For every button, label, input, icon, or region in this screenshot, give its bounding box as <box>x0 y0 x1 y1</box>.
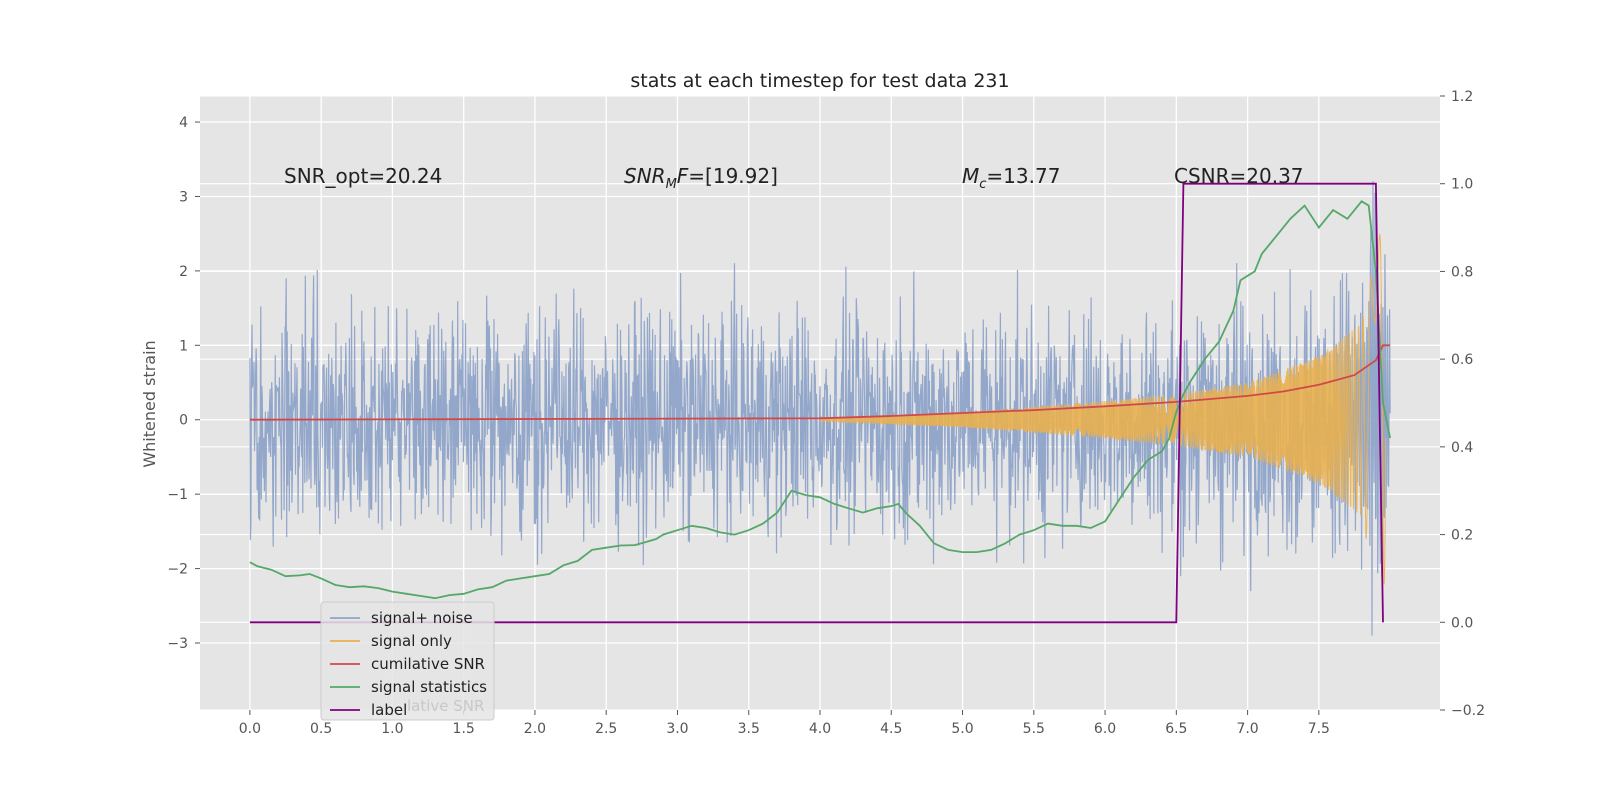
y-tick-label: 1 <box>179 338 188 354</box>
y2-tick-label: 0.8 <box>1451 264 1473 280</box>
chart-title: stats at each timestep for test data 231 <box>630 70 1009 92</box>
annotation-mc: Mc=13.77 <box>962 164 1060 192</box>
y2-tick-label: 0.0 <box>1451 615 1473 631</box>
y2-axis-ticks: 1.2 1.0 0.8 0.6 0.4 0.2 0.0 −0.2 <box>1440 89 1485 719</box>
y2-tick-label: 1.2 <box>1451 89 1473 105</box>
x-tick-label: 6.5 <box>1165 721 1187 737</box>
x-axis-ticks: 0.0 0.5 1.0 1.5 2.0 2.5 3.0 3.5 4.0 4.5 5.0 5.5 6.0 6… <box>239 710 1330 737</box>
annotation-snr-mf: SNRMF=[19.92] <box>624 164 778 192</box>
series-signal-only <box>819 233 1387 585</box>
annotation-snr-mf-value: =[19.92] <box>688 164 778 188</box>
y-tick-label: 4 <box>179 115 188 131</box>
legend-label: signal+ noise <box>371 609 473 627</box>
svg-text:Mc=13.77: Mc=13.77 <box>962 164 1060 192</box>
legend-label: signal only <box>371 632 452 650</box>
y-tick-label: −2 <box>167 562 188 578</box>
signal-only-line <box>819 233 1387 585</box>
x-tick-label: 6.0 <box>1094 721 1116 737</box>
x-tick-label: 3.0 <box>666 721 688 737</box>
x-tick-label: 1.0 <box>381 721 403 737</box>
legend-box <box>320 601 495 721</box>
x-tick-label: 7.0 <box>1236 721 1258 737</box>
annotation-mc-value: =13.77 <box>986 164 1060 188</box>
x-tick-label: 3.5 <box>738 721 760 737</box>
legend-entry: label <box>330 701 407 719</box>
series-lines <box>249 182 1391 624</box>
y-tick-label: −1 <box>167 487 188 503</box>
y-axis-label: Whitened strain <box>140 340 159 467</box>
x-tick-label: 4.5 <box>880 721 902 737</box>
x-tick-label: 5.0 <box>951 721 973 737</box>
legend-label: label <box>371 701 407 719</box>
x-tick-label: 2.0 <box>524 721 546 737</box>
y-tick-label: 0 <box>179 413 188 429</box>
legend-entry: signal only <box>330 632 452 650</box>
y-tick-label: −3 <box>167 636 188 652</box>
legend: lative SNR signal+ noise signal only cumil… <box>320 601 495 721</box>
x-tick-label: 2.5 <box>595 721 617 737</box>
signal-statistics-line <box>249 200 1391 600</box>
annotation-csnr: CSNR=20.37 <box>1174 164 1304 188</box>
y-axis-ticks: 4 3 2 1 0 −1 −2 −3 <box>167 115 200 652</box>
x-tick-label: 5.5 <box>1023 721 1045 737</box>
x-tick-label: 0.5 <box>310 721 332 737</box>
label-line <box>249 182 1384 624</box>
legend-entry: signal+ noise <box>330 609 473 627</box>
x-tick-label: 1.5 <box>453 721 475 737</box>
y2-tick-label: −0.2 <box>1451 703 1485 719</box>
x-tick-label: 4.0 <box>809 721 831 737</box>
y2-tick-label: 1.0 <box>1451 177 1473 193</box>
legend-entry: cumilative SNR <box>330 655 485 673</box>
legend-label: signal statistics <box>371 678 487 696</box>
annotation-snr-opt: SNR_opt=20.24 <box>284 164 442 188</box>
y2-tick-label: 0.4 <box>1451 440 1473 456</box>
legend-label: cumilative SNR <box>371 655 485 673</box>
x-tick-label: 7.5 <box>1308 721 1330 737</box>
y2-tick-label: 0.2 <box>1451 528 1473 544</box>
y-tick-label: 2 <box>179 264 188 280</box>
legend-ghost-text: lative SNR <box>407 697 484 715</box>
legend-entry: signal statistics <box>330 678 487 696</box>
x-tick-label: 0.0 <box>239 721 261 737</box>
cumulative-snr-line <box>249 344 1391 421</box>
svg-text:SNRMF=[19.92]: SNRMF=[19.92] <box>624 164 778 192</box>
y2-tick-label: 0.6 <box>1451 352 1473 368</box>
y-tick-label: 3 <box>179 189 188 205</box>
